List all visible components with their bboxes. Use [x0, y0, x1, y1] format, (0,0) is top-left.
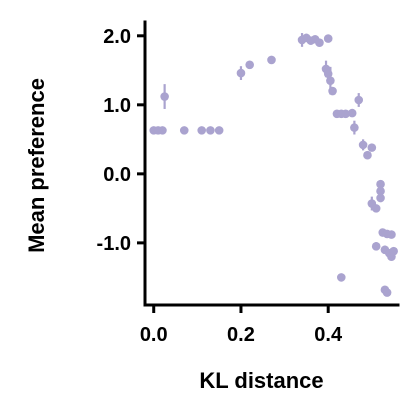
point-marker [347, 108, 357, 118]
x-tick-label: 0.2 [227, 324, 255, 346]
point-marker [158, 126, 167, 135]
data-point [363, 150, 372, 160]
data-point [387, 252, 396, 261]
y-tick-label: 0.0 [103, 164, 131, 186]
data-point [371, 242, 381, 251]
data-point [336, 273, 346, 282]
data-point [376, 193, 385, 203]
point-marker [214, 126, 224, 135]
point-marker [376, 179, 385, 189]
point-marker [371, 242, 381, 251]
point-marker [323, 34, 333, 43]
x-tick-label: 0.4 [314, 324, 343, 346]
data-point [160, 84, 169, 109]
data-point [267, 55, 276, 65]
point-marker [179, 126, 189, 135]
y-axis-label: Mean preference [24, 78, 49, 253]
point-marker [367, 143, 377, 152]
point-marker [341, 109, 350, 119]
data-points [149, 33, 398, 297]
data-point [315, 38, 324, 48]
point-marker [197, 126, 207, 135]
data-point [358, 139, 368, 151]
axes [143, 20, 400, 307]
data-point [341, 109, 350, 119]
point-marker [387, 252, 396, 261]
x-axis-ticks: 0.0 0.2 0.4 [140, 305, 343, 346]
data-point [197, 126, 207, 135]
data-point [158, 126, 167, 135]
point-marker [267, 55, 276, 65]
point-marker [358, 140, 368, 150]
point-marker [206, 126, 215, 135]
x-tick-label: 0.0 [140, 324, 168, 346]
data-point [245, 60, 254, 70]
data-point [382, 288, 392, 297]
data-point [323, 34, 333, 43]
data-point [387, 230, 396, 239]
point-marker [315, 38, 324, 48]
point-marker [354, 95, 364, 105]
data-point [179, 126, 189, 135]
point-marker [387, 230, 396, 239]
point-marker [236, 68, 246, 78]
data-point [328, 86, 337, 96]
point-marker [245, 60, 254, 70]
data-point [367, 143, 377, 152]
data-point [236, 66, 246, 80]
point-marker [350, 123, 359, 132]
point-marker [376, 193, 385, 203]
point-marker [326, 76, 335, 85]
data-point [214, 126, 224, 135]
y-tick-label: 2.0 [103, 26, 131, 48]
point-marker [363, 150, 372, 160]
point-marker [328, 86, 337, 96]
y-tick-label: 1.0 [103, 95, 131, 117]
data-point [347, 108, 357, 118]
point-marker [160, 92, 169, 101]
data-point [350, 120, 359, 135]
point-marker [371, 204, 381, 213]
y-axis-ticks: 2.0 1.0 0.0 -1.0 [97, 26, 145, 255]
y-tick-label: -1.0 [97, 233, 131, 255]
data-point [371, 204, 381, 213]
x-axis-label: KL distance [199, 368, 323, 393]
data-point [354, 93, 364, 107]
data-point [206, 126, 215, 135]
point-marker [376, 186, 385, 196]
point-marker [336, 273, 346, 282]
point-marker [382, 288, 392, 297]
